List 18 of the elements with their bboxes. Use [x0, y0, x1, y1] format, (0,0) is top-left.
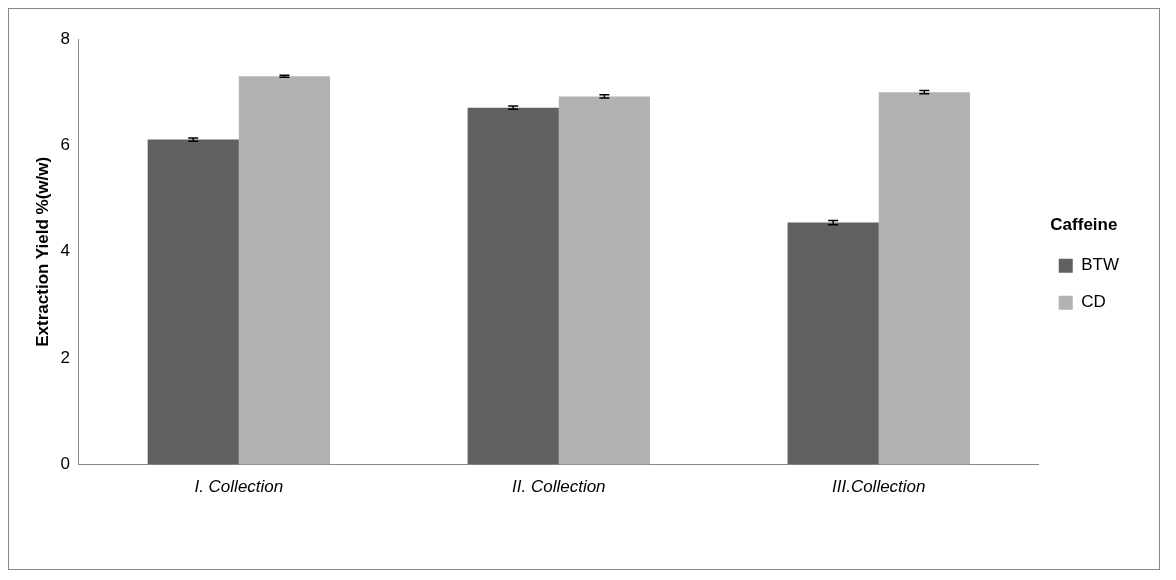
y-tick-label: 4: [60, 241, 70, 261]
y-tick-label: 8: [60, 28, 70, 48]
y-tick-label: 2: [60, 347, 70, 367]
bar: [787, 222, 879, 465]
y-tick-label: 0: [60, 454, 70, 474]
bar: [238, 76, 331, 465]
bar: [467, 107, 559, 465]
bar: [558, 96, 650, 465]
x-tick-label: II. Collection: [512, 476, 606, 496]
y-axis-title: Extraction Yield %(w/w): [32, 156, 52, 347]
bar: [878, 92, 970, 465]
x-tick-label: I. Collection: [194, 476, 284, 496]
legend-label: CD: [1081, 292, 1106, 312]
legend-label: BTW: [1081, 255, 1120, 275]
legend-title: Caffeine: [1050, 214, 1118, 234]
y-tick-label: 6: [60, 135, 70, 155]
x-tick-label: III.Collection: [831, 476, 926, 496]
bar: [147, 139, 239, 465]
